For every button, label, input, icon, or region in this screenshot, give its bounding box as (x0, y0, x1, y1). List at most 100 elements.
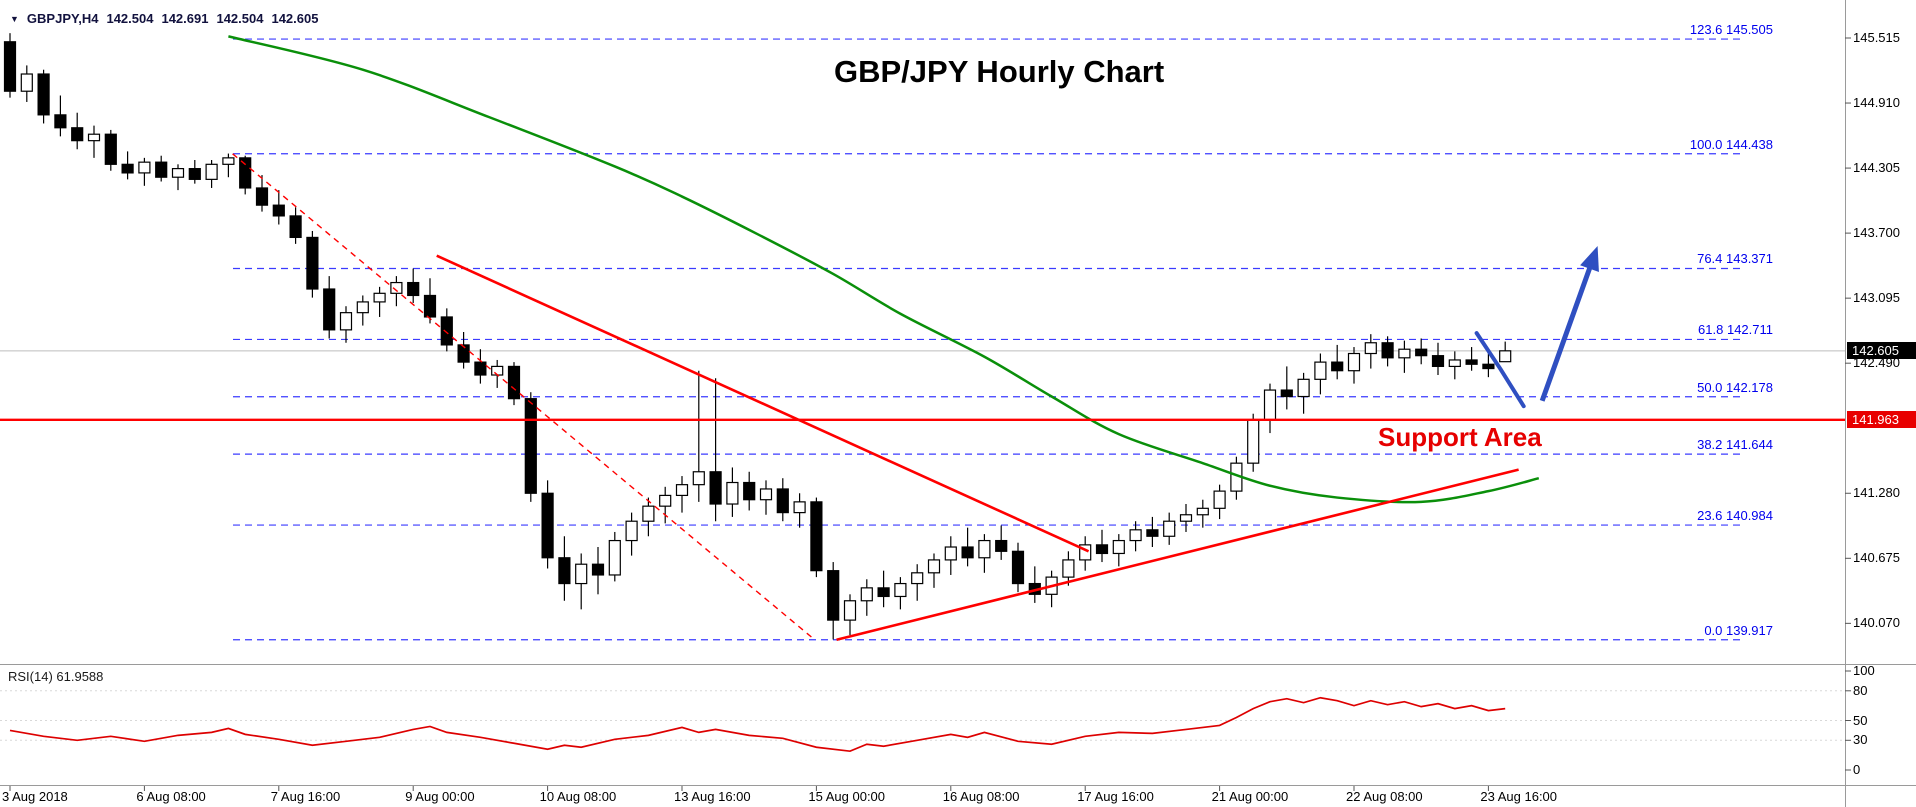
price-axis-label: 141.280 (1853, 485, 1900, 501)
candle-bullish (927, 559, 941, 574)
time-axis-label: 23 Aug 16:00 (1480, 789, 1558, 804)
candle-bullish (20, 73, 33, 92)
candle-bearish (71, 127, 84, 142)
candle-bullish (625, 520, 638, 542)
price-axis-label: 143.095 (1853, 290, 1900, 306)
candle-bullish (1079, 544, 1092, 561)
candle-bearish (440, 316, 453, 346)
current-price-badge: 142.605 (1847, 341, 1916, 359)
support-price-badge: 141.963 (1847, 410, 1916, 428)
candle-bearish (54, 114, 67, 129)
moving-average-line (228, 35, 1540, 504)
price-axis-label: 144.305 (1853, 160, 1900, 176)
rsi-scale-label: 80 (1853, 682, 1868, 698)
candle-bearish (289, 215, 302, 239)
candle-bearish (121, 163, 134, 174)
pullback-stroke (1474, 331, 1526, 409)
time-axis-label: 21 Aug 00:00 (1211, 789, 1289, 804)
candle-bullish (726, 481, 739, 505)
rsi-line (9, 696, 1506, 753)
candle-bearish (1431, 355, 1445, 368)
symbol-marker-icon: ▼ (10, 14, 19, 24)
candle-bullish (575, 563, 588, 585)
candle-bearish (776, 488, 789, 514)
candle-bullish (1263, 389, 1277, 421)
candle-bearish (1465, 359, 1478, 365)
price-axis[interactable]: 145.515 144.910 144.305 143.700 143.095 142.4… (1846, 0, 1916, 807)
candle-bullish (491, 365, 504, 376)
time-axis-label: 7 Aug 16:00 (270, 789, 341, 804)
candle-bearish (1331, 361, 1344, 372)
candle-bullish (390, 281, 403, 294)
candle-bearish (1095, 544, 1109, 555)
candle-bearish (188, 168, 201, 180)
candle-bullish (1112, 539, 1125, 555)
price-axis-label: 144.910 (1853, 95, 1900, 111)
candle-bearish (457, 344, 470, 363)
candle-bullish (1062, 559, 1075, 578)
price-axis-label: 142.490 (1853, 355, 1900, 371)
ohlc-high-value: 142.691 (161, 11, 209, 26)
time-axis-label: 17 Aug 16:00 (1077, 789, 1154, 804)
candle-bearish (961, 546, 974, 559)
candle-bullish (171, 168, 185, 178)
time-axis-label: 13 Aug 16:00 (674, 789, 751, 804)
time-axis-label: 10 Aug 08:00 (539, 789, 617, 804)
candle-bullish (608, 539, 621, 576)
price-axis-label: 140.070 (1853, 615, 1900, 631)
time-axis-label: 15 Aug 00:00 (808, 789, 886, 804)
candle-bullish (843, 600, 857, 621)
candle-bullish (1499, 350, 1512, 363)
candle-bullish (1247, 419, 1260, 464)
descending-trendline (436, 254, 1090, 553)
candle-bearish (827, 570, 840, 621)
candle-bearish (474, 361, 487, 376)
rsi-scale[interactable]: 100 80 50 30 0 (1846, 0, 1916, 807)
candle-bullish (894, 582, 907, 598)
candle-bullish (356, 301, 369, 314)
candle-bearish (877, 587, 890, 598)
candle-bearish (255, 187, 269, 206)
candle-bullish (138, 161, 151, 174)
chart-title: GBP/JPY Hourly Chart (834, 54, 1165, 89)
candle-bullish (1297, 378, 1310, 398)
candle-bearish (743, 481, 756, 501)
time-axis-label: 3 Aug 2018 (2, 789, 68, 804)
rsi-scale-label: 50 (1853, 712, 1868, 728)
candle-bearish (37, 73, 50, 116)
candle-bullish (339, 312, 353, 331)
candle-bullish (1448, 359, 1461, 368)
time-axis-label: 9 Aug 00:00 (405, 789, 475, 804)
ascending-trendline (836, 468, 1519, 642)
candle-bearish (1381, 342, 1394, 359)
candle-bearish (407, 281, 420, 297)
candle-bearish (239, 157, 252, 189)
price-axis-label: 140.675 (1853, 550, 1900, 566)
candle-bullish (642, 505, 655, 522)
time-axis-label: 6 Aug 08:00 (136, 789, 206, 804)
candle-bearish (323, 288, 336, 331)
price-axis-label: 145.515 (1853, 30, 1900, 45)
candle-bullish (1129, 529, 1142, 542)
candle-bullish (692, 471, 705, 486)
candle-bearish (524, 398, 537, 494)
candle-bearish (541, 492, 554, 559)
candle-bullish (860, 587, 873, 602)
rsi-indicator-label: RSI(14) 61.9588 (8, 669, 104, 684)
time-axis[interactable]: 3 Aug 2018 6 Aug 08:00 7 Aug 16:00 9 Aug 00… (0, 786, 1916, 807)
candle-bearish (507, 365, 521, 400)
candle-bullish (1398, 348, 1411, 359)
candle-bearish (1280, 389, 1293, 398)
rsi-scale-label: 0 (1853, 762, 1861, 777)
candle-bullish (205, 163, 218, 180)
fibonacci-diagonal (232, 153, 816, 641)
ohlc-open-value: 142.504 (106, 11, 154, 26)
candle-bearish (591, 563, 605, 576)
candle-bearish (810, 501, 823, 572)
candle-bearish (104, 133, 117, 165)
ohlc-low-value: 142.504 (216, 11, 264, 26)
candle-bullish (978, 539, 991, 559)
trend-arrow-shaft (1539, 262, 1594, 402)
